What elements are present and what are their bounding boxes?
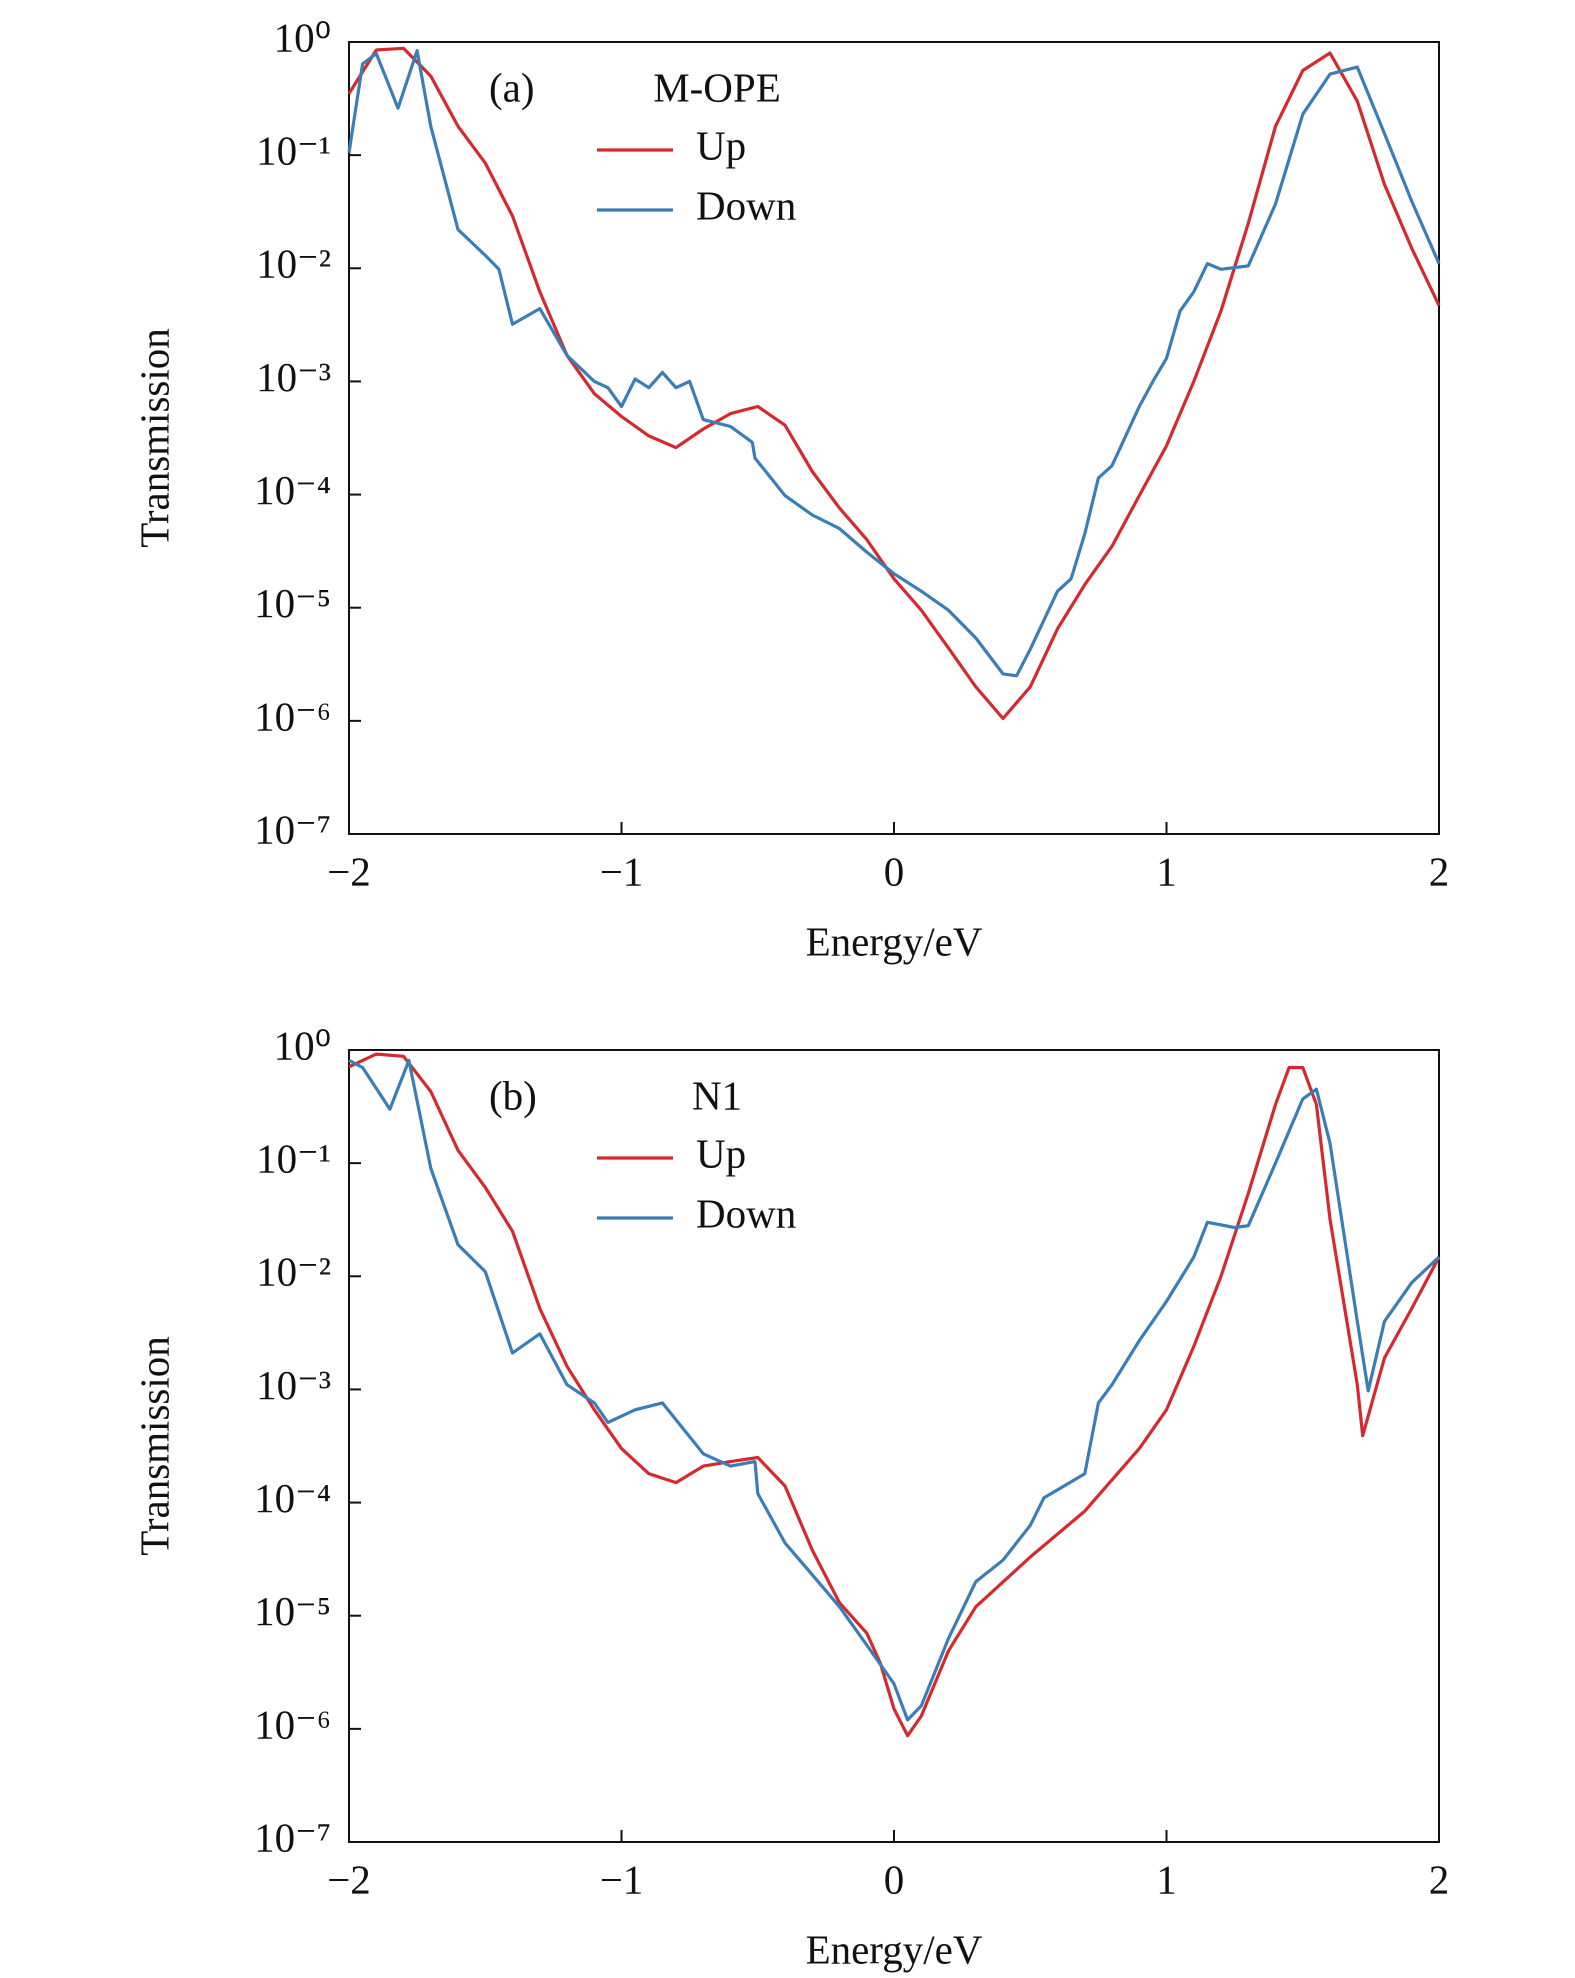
x-tick-label: 1	[1156, 1856, 1177, 1902]
y-tick-label: 10⁻³	[256, 1362, 331, 1408]
legend-label: Down	[696, 1190, 796, 1236]
x-tick-label: −1	[600, 848, 644, 894]
y-tick-label: 10⁻²	[256, 1249, 331, 1295]
y-tick-label: 10⁰	[274, 1022, 331, 1068]
y-tick-label: 10⁻¹	[256, 1136, 331, 1182]
panel-label: (b)	[489, 1072, 537, 1118]
y-tick-label: 10⁻⁴	[254, 467, 331, 513]
plot-frame	[348, 41, 1440, 835]
x-tick-label: 0	[884, 848, 905, 894]
y-tick-label: 10⁻¹	[256, 128, 331, 174]
y-tick-label: 10⁰	[274, 14, 331, 60]
legend-label: Down	[696, 182, 796, 228]
legend-title: M-OPE	[653, 64, 781, 110]
data-line	[348, 1058, 1441, 1722]
x-tick-label: 2	[1429, 848, 1450, 894]
y-tick-label: 10⁻⁶	[254, 693, 331, 739]
y-tick-label: 10⁻⁵	[254, 1588, 331, 1634]
y-tick-label: 10⁻⁴	[254, 1475, 331, 1521]
y-tick-label: 10⁻⁷	[254, 806, 331, 852]
x-tick-label: 1	[1156, 848, 1177, 894]
x-tick-label: −1	[600, 1856, 644, 1902]
y-tick-label: 10⁻⁵	[254, 580, 331, 626]
y-axis-label: Transmission	[131, 1336, 177, 1556]
y-axis-label: Transmission	[131, 328, 177, 548]
x-tick-label: 0	[884, 1856, 905, 1902]
y-tick-label: 10⁻²	[256, 241, 331, 287]
y-tick-label: 10⁻⁶	[254, 1701, 331, 1747]
legend-label: Up	[696, 1130, 746, 1176]
data-line	[348, 1052, 1441, 1738]
y-tick-label: 10⁻⁷	[254, 1814, 331, 1860]
data-line	[347, 49, 1441, 678]
x-tick-label: 2	[1429, 1856, 1450, 1902]
plot-frame	[348, 1049, 1440, 1843]
legend-label: Up	[696, 122, 746, 168]
x-tick-label: −2	[327, 1856, 371, 1902]
panel-label: (a)	[489, 64, 535, 110]
x-axis-label: Energy/eV	[806, 918, 983, 964]
y-tick-label: 10⁻³	[256, 354, 331, 400]
x-tick-label: −2	[327, 848, 371, 894]
legend-title: N1	[692, 1072, 742, 1118]
data-line	[347, 46, 1441, 721]
x-axis-label: Energy/eV	[806, 1926, 983, 1972]
